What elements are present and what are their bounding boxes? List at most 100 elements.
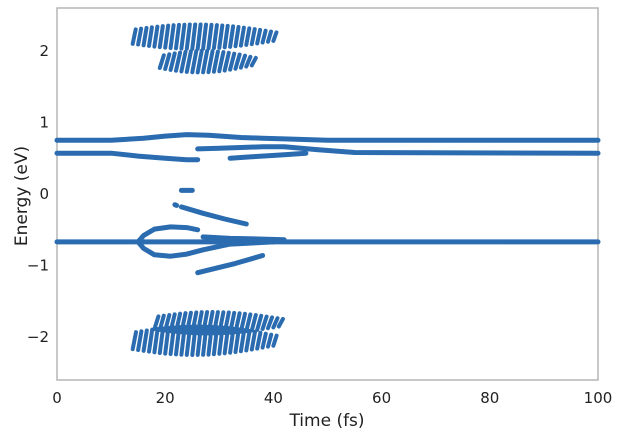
energy-level-line <box>178 204 249 227</box>
plot-frame <box>56 7 599 381</box>
band-stroke <box>233 52 242 71</box>
band-stroke <box>228 310 237 335</box>
x-tick-label: 40 <box>264 389 283 407</box>
band-stroke <box>233 311 242 335</box>
x-tick-label: 0 <box>52 389 62 407</box>
band-stroke <box>222 23 230 50</box>
band-stroke <box>136 329 144 352</box>
x-tick-label: 60 <box>372 389 391 407</box>
band-stroke <box>238 311 247 334</box>
y-tick-label: −2 <box>27 328 49 346</box>
y-axis-label: Energy (eV) <box>12 146 32 246</box>
axes: 0 20 40 60 80 100 −2 −1 0 1 2 <box>27 7 613 407</box>
band-stroke <box>136 26 144 47</box>
band-stroke <box>249 27 257 47</box>
band-stroke <box>201 22 208 51</box>
band-stroke <box>238 53 247 70</box>
band-stroke <box>152 314 161 332</box>
y-tick-label: 1 <box>39 113 49 131</box>
band-stroke <box>163 52 172 71</box>
band-stroke <box>211 325 220 357</box>
band-stroke <box>157 313 166 332</box>
band-stroke <box>276 317 285 329</box>
band-stroke <box>206 310 215 336</box>
band-stroke <box>255 313 264 332</box>
band-stroke <box>271 333 279 348</box>
band-stroke <box>228 326 236 355</box>
band-stroke <box>168 325 176 356</box>
band-stroke <box>184 22 192 51</box>
band-stroke <box>190 22 198 51</box>
y-tick-label: −1 <box>27 257 49 275</box>
band-stroke <box>179 49 188 74</box>
energy-level-line <box>172 202 180 208</box>
band-stroke <box>233 327 241 354</box>
band-stroke <box>179 324 187 357</box>
band-stroke <box>249 329 257 352</box>
energy-level-line <box>135 224 201 245</box>
band-stroke <box>217 50 226 74</box>
band-stroke <box>179 311 188 335</box>
band-stroke <box>168 23 176 50</box>
band-stroke <box>222 310 231 335</box>
band-stroke <box>130 330 138 352</box>
band-stroke <box>260 28 268 45</box>
energy-level-line <box>54 132 601 143</box>
band-stroke <box>244 54 253 69</box>
band-stroke <box>184 310 193 335</box>
band-stroke <box>249 55 258 68</box>
band-stroke <box>130 27 138 46</box>
band-stroke <box>206 49 215 75</box>
band-stroke <box>201 310 210 336</box>
energy-level-line <box>195 144 601 156</box>
band-stroke <box>147 327 155 354</box>
band-stroke <box>260 314 269 331</box>
band-stroke <box>222 50 231 73</box>
band-stroke <box>271 30 279 43</box>
band-stroke <box>201 49 210 75</box>
band-stroke <box>157 326 165 355</box>
band-stroke <box>168 51 177 72</box>
band-stroke <box>163 23 171 50</box>
band-stroke <box>195 48 204 75</box>
energy-level-line <box>200 234 287 243</box>
y-tick-label: 2 <box>39 42 49 60</box>
band-stroke <box>174 22 181 51</box>
y-tick-label: 0 <box>39 185 49 203</box>
band-stroke <box>141 328 149 353</box>
band-stroke <box>255 27 263 46</box>
band-stroke <box>206 324 214 357</box>
x-tick-label: 100 <box>584 389 613 407</box>
band-stroke <box>233 25 241 49</box>
band-stroke <box>157 24 165 50</box>
band-stroke <box>201 324 209 357</box>
band-stroke <box>266 315 274 331</box>
band-stroke <box>152 24 160 49</box>
band-stroke <box>195 310 204 336</box>
energy-level-line <box>135 239 276 259</box>
band-stroke <box>211 23 219 51</box>
band-stroke <box>174 311 183 334</box>
energy-level-line <box>227 150 309 161</box>
band-stroke <box>228 51 237 72</box>
x-tick-label: 20 <box>156 389 175 407</box>
band-stroke <box>238 25 246 48</box>
band-stroke <box>152 327 160 355</box>
band-stroke <box>271 316 280 330</box>
band-stroke <box>211 310 220 336</box>
band-stroke <box>217 310 226 336</box>
band-stroke <box>163 313 172 333</box>
band-stroke <box>244 26 252 47</box>
band-stroke <box>260 331 268 350</box>
band-stroke <box>174 50 183 73</box>
band-stroke <box>190 310 199 336</box>
band-stroke <box>147 25 154 48</box>
band-stroke <box>217 23 225 50</box>
plot-area <box>54 22 601 357</box>
band-stroke <box>195 22 203 51</box>
band-stroke <box>195 324 203 357</box>
band-stroke <box>249 313 258 333</box>
band-stroke <box>255 330 263 351</box>
band-stroke <box>168 312 177 334</box>
